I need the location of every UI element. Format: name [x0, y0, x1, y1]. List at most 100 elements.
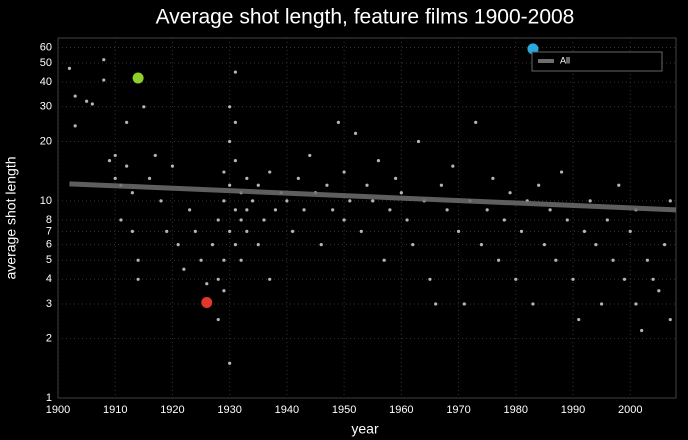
data-point	[353, 131, 358, 135]
data-point	[73, 94, 77, 98]
data-point	[514, 277, 518, 281]
data-point	[107, 159, 112, 163]
data-point	[319, 242, 323, 247]
data-point	[113, 176, 117, 180]
data-point	[73, 124, 77, 128]
data-point	[165, 229, 169, 233]
data-point	[359, 229, 363, 233]
data-point	[336, 120, 340, 125]
data-point	[348, 199, 352, 203]
data-point	[250, 199, 255, 203]
data-point	[434, 302, 438, 306]
data-point	[228, 183, 232, 187]
data-point	[331, 208, 335, 212]
data-point	[651, 277, 655, 281]
data-point	[245, 229, 249, 233]
data-point	[125, 120, 129, 125]
x-axis-title: year	[351, 421, 379, 437]
trend-line	[69, 181, 677, 213]
data-point	[640, 328, 644, 333]
x-tick-label: 1950	[332, 404, 356, 416]
data-point	[537, 183, 541, 187]
legend-box	[531, 51, 663, 72]
y-tick-label: 10	[40, 195, 52, 207]
data-point	[85, 99, 89, 103]
data-point	[119, 218, 123, 222]
data-point	[268, 277, 272, 281]
data-point	[291, 229, 295, 233]
data-point	[193, 229, 197, 233]
data-point	[67, 66, 72, 70]
data-point	[531, 302, 535, 306]
y-tick-label: 4	[46, 273, 52, 285]
data-point	[365, 183, 369, 187]
data-point	[222, 199, 226, 203]
data-point	[268, 170, 272, 174]
data-point	[308, 153, 312, 158]
y-tick-label: 5	[46, 254, 52, 266]
data-point	[245, 176, 249, 180]
data-point	[485, 208, 489, 212]
data-point	[451, 164, 455, 168]
data-point	[376, 159, 381, 163]
data-point	[411, 242, 415, 247]
data-point	[445, 208, 449, 212]
data-point	[233, 70, 237, 74]
data-point	[233, 208, 237, 212]
x-tick-label: 1970	[446, 404, 470, 416]
data-point	[416, 139, 421, 144]
data-point	[645, 258, 649, 262]
data-point	[508, 191, 512, 195]
data-point	[611, 258, 615, 262]
y-tick-label: 30	[40, 101, 52, 113]
y-tick-label: 40	[40, 76, 52, 88]
data-point	[542, 242, 546, 247]
data-point	[90, 102, 94, 106]
data-point	[605, 218, 609, 222]
data-point	[388, 208, 392, 212]
x-tick-label: 1940	[275, 404, 299, 416]
data-point	[216, 218, 220, 222]
data-point	[342, 170, 346, 174]
data-point	[130, 229, 134, 233]
data-point	[622, 277, 627, 281]
data-point	[233, 242, 237, 247]
y-tick-label: 8	[46, 214, 52, 226]
data-point	[228, 105, 232, 109]
data-point	[662, 242, 667, 247]
data-point	[548, 208, 552, 212]
data-point	[102, 78, 106, 82]
data-point	[113, 153, 117, 158]
data-point	[491, 176, 495, 180]
data-point	[285, 199, 289, 203]
data-point	[405, 218, 409, 222]
data-point	[600, 302, 604, 306]
data-point	[439, 183, 443, 187]
data-point	[565, 218, 569, 222]
data-point	[474, 120, 478, 125]
data-point	[228, 139, 232, 144]
data-point	[657, 289, 661, 293]
data-point	[497, 258, 501, 262]
x-tick-label: 1990	[561, 404, 585, 416]
data-point	[554, 258, 558, 262]
x-tick-label: 1980	[504, 404, 528, 416]
data-point	[125, 164, 129, 168]
data-point	[456, 229, 461, 233]
data-point	[222, 170, 226, 174]
highlight-point	[201, 297, 213, 309]
data-point	[571, 277, 575, 281]
highlight-point	[132, 72, 144, 84]
data-point	[428, 277, 432, 281]
legend-label: All	[560, 55, 570, 65]
data-point	[136, 258, 140, 262]
data-point	[382, 258, 386, 262]
y-tick-label: 1	[46, 392, 52, 404]
data-point	[136, 277, 140, 281]
data-point	[182, 267, 186, 271]
data-point	[245, 208, 249, 212]
data-point	[199, 258, 203, 262]
data-point	[577, 317, 581, 322]
